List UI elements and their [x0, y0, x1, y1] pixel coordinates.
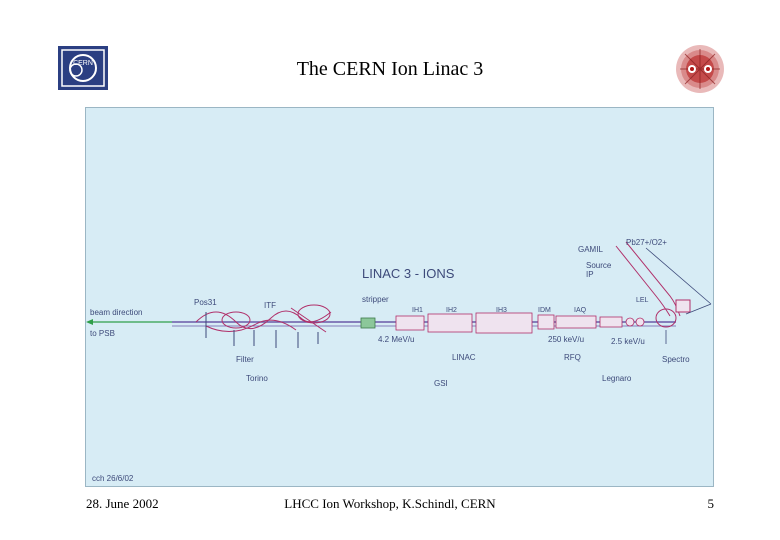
label-iaq: IAQ	[574, 307, 587, 314]
label-energy-250: 250 keV/u	[548, 335, 584, 344]
label-pos31: Pos31	[194, 298, 217, 307]
label-gsi: GSI	[434, 379, 448, 388]
label-idm: IDM	[538, 307, 551, 314]
footer-date: 28. June 2002	[86, 496, 159, 511]
label-rfq: RFQ	[564, 353, 581, 362]
cern-logo: CERN	[58, 46, 108, 90]
label-ih3: IH3	[496, 307, 507, 314]
label-linac: LINAC	[452, 353, 476, 362]
label-energy-2-5: 2.5 keV/u	[611, 337, 645, 346]
dimension-lines	[645, 247, 712, 344]
rfq-section	[537, 314, 645, 330]
label-ih1: IH1	[412, 307, 423, 314]
label-torino: Torino	[246, 374, 268, 383]
cern-logo-text: CERN	[73, 60, 93, 67]
label-filter: Filter	[236, 355, 254, 364]
label-energy-4-2: 4.2 MeV/u	[378, 335, 414, 344]
label-itf: ITF	[264, 301, 276, 310]
ion-source-spectrometer	[615, 241, 691, 328]
slide-title: The CERN Ion Linac 3	[296, 58, 484, 80]
beam-direction-arrow	[86, 319, 172, 325]
drawing-signature: cch 26/6/02	[92, 474, 134, 483]
diagram-heading: LINAC 3 - IONS	[362, 266, 455, 281]
linac3-layout-diagram: LINAC 3 - IONS beam direction to PSB	[85, 107, 714, 487]
label-stripper: stripper	[362, 295, 389, 304]
transfer-line-elements	[195, 304, 332, 348]
label-source-ip: Source IP	[586, 261, 612, 279]
linac-ih-tanks	[395, 312, 533, 334]
label-spectro: Spectro	[662, 355, 690, 364]
label-lel: LEL	[636, 297, 649, 304]
label-ih2: IH2	[446, 307, 457, 314]
footer-event: LHCC Ion Workshop, K.Schindl, CERN	[284, 496, 496, 511]
label-legnaro: Legnaro	[602, 374, 632, 383]
label-to-psb: to PSB	[90, 329, 115, 338]
page-number: 5	[707, 496, 715, 511]
label-pb-ions: Pb27+/O2+	[626, 238, 667, 247]
lhc-emblem-logo	[674, 43, 726, 95]
label-gamil: GAMIL	[578, 245, 603, 254]
label-beam-direction: beam direction	[90, 308, 142, 317]
stripper-element	[360, 317, 376, 329]
